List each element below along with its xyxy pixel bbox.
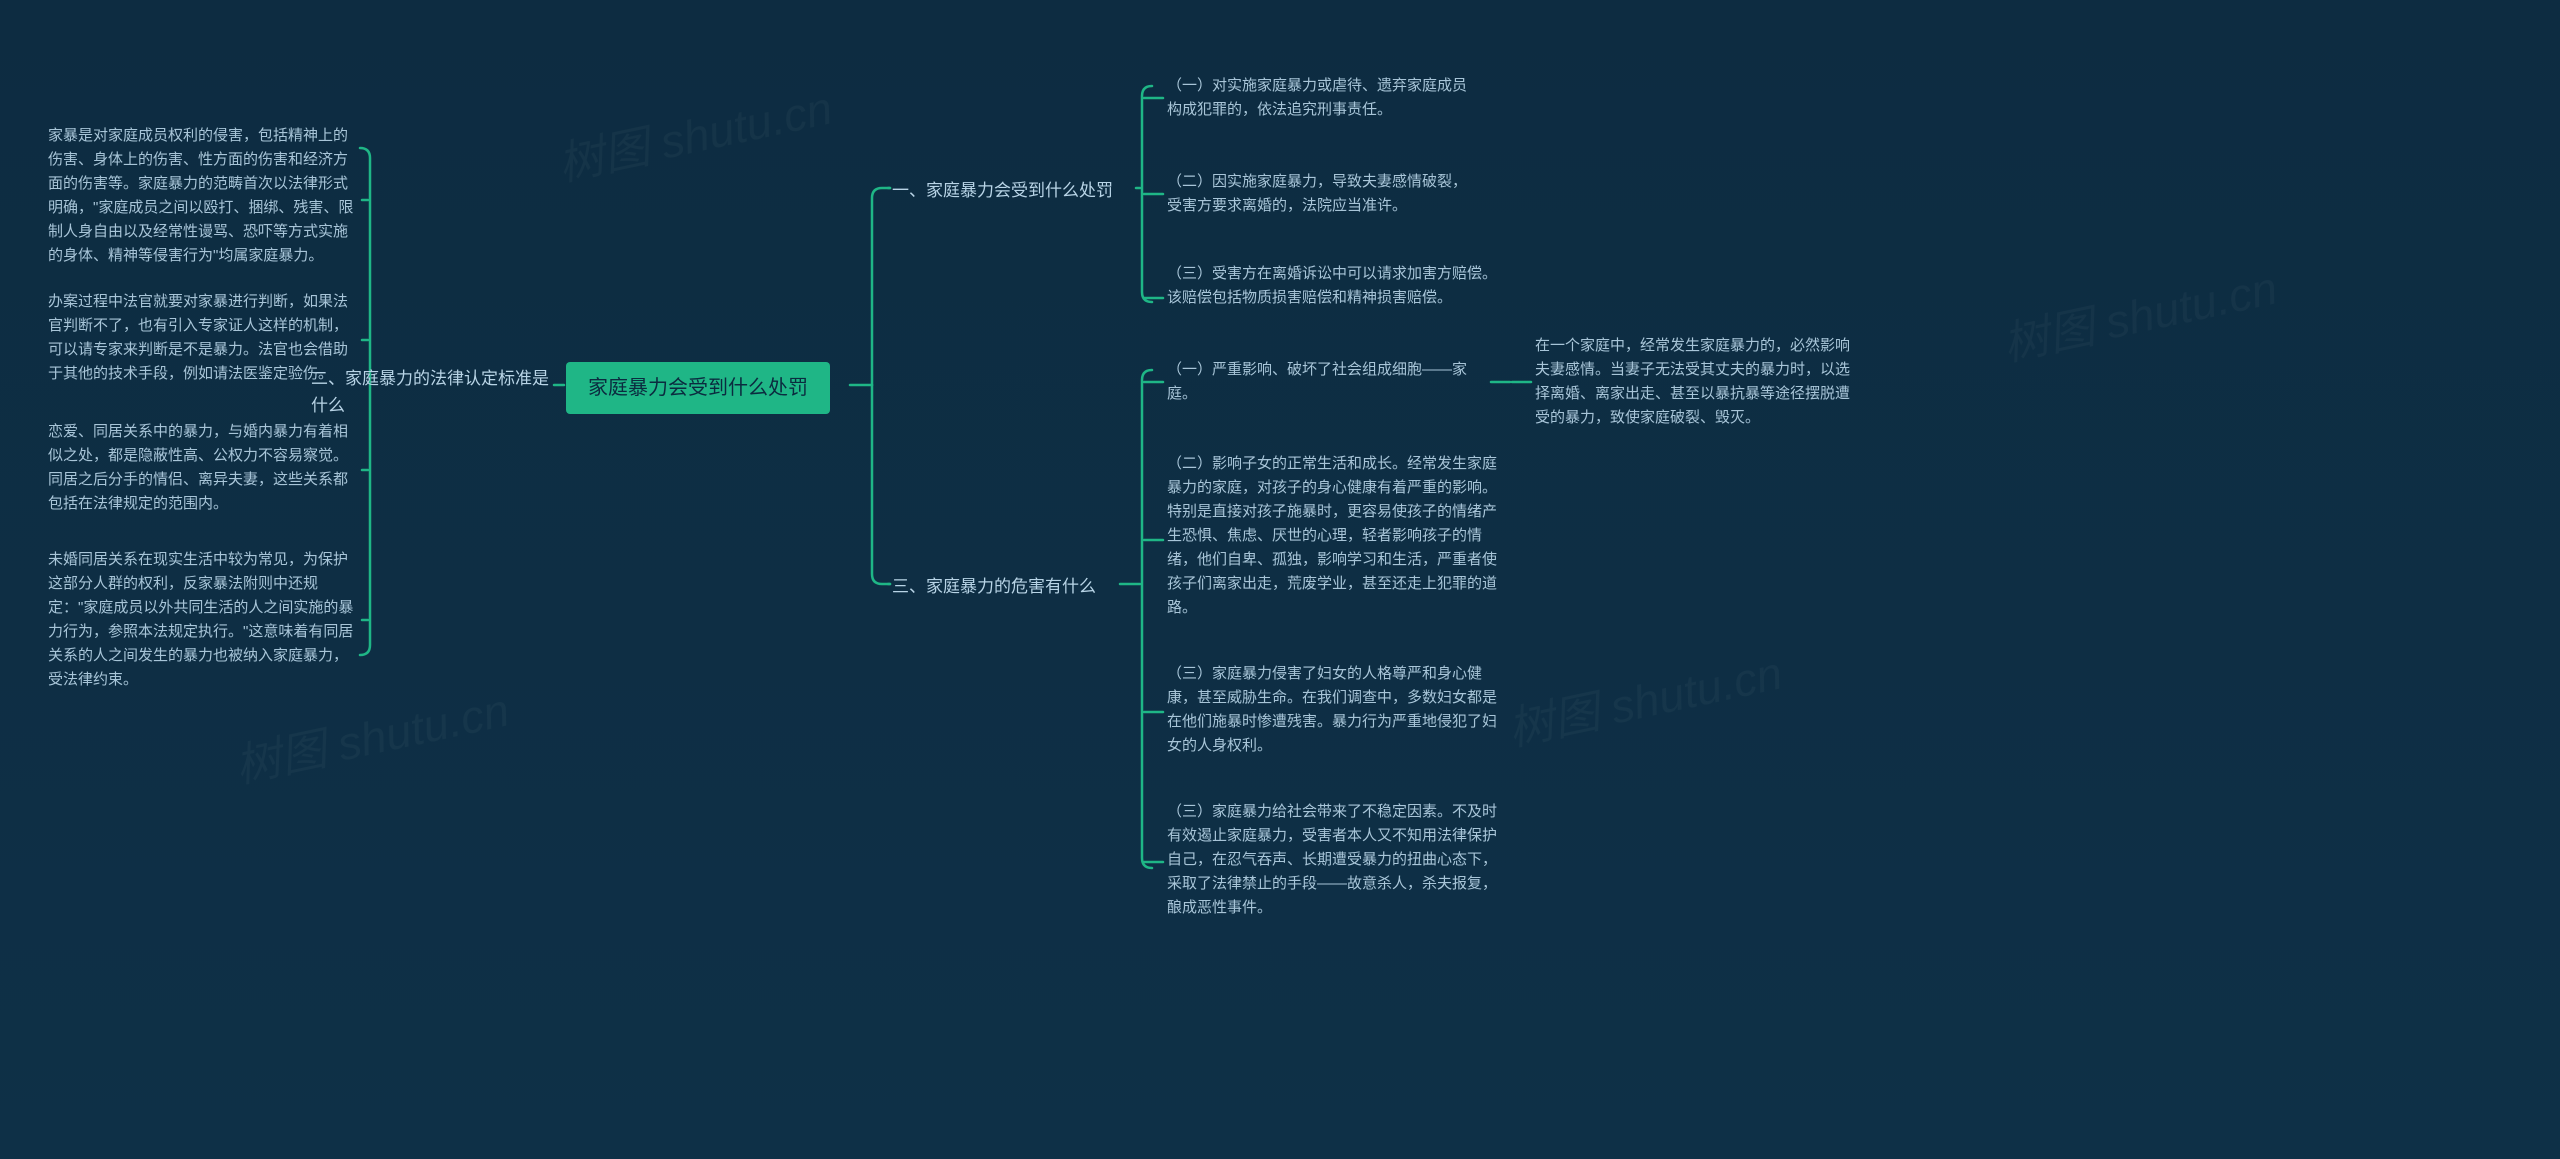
left-leaf: 恋爱、同居关系中的暴力，与婚内暴力有着相似之处，都是隐蔽性高、公权力不容易察觉。… <box>48 420 358 516</box>
watermark-text: 树图 shutu.cn <box>1501 637 1787 760</box>
right-leaf: （二）因实施家庭暴力，导致夫妻感情破裂，受害方要求离婚的，法院应当准许。 <box>1167 170 1477 218</box>
right-leaf: （三）家庭暴力侵害了妇女的人格尊严和身心健康，甚至威胁生命。在我们调查中，多数妇… <box>1167 662 1497 758</box>
watermark-text: 树图 shutu.cn <box>551 72 837 195</box>
right-leaf: （一）对实施家庭暴力或虐待、遗弃家庭成员构成犯罪的，依法追究刑事责任。 <box>1167 74 1477 122</box>
right-subleaf: 在一个家庭中，经常发生家庭暴力的，必然影响夫妻感情。当妻子无法受其丈夫的暴力时，… <box>1535 334 1855 430</box>
watermark-text: 树图 shutu.cn <box>1996 252 2282 375</box>
right-leaf: （二）影响子女的正常生活和成长。经常发生家庭暴力的家庭，对孩子的身心健康有着严重… <box>1167 452 1497 620</box>
center-node: 家庭暴力会受到什么处罚 <box>566 362 830 414</box>
right-branch-label: 三、家庭暴力的危害有什么 <box>892 573 1096 600</box>
right-leaf: （三）受害方在离婚诉讼中可以请求加害方赔偿。该赔偿包括物质损害赔偿和精神损害赔偿… <box>1167 262 1497 310</box>
left-leaf: 办案过程中法官就要对家暴进行判断，如果法官判断不了，也有引入专家证人这样的机制，… <box>48 290 358 386</box>
left-leaf: 家暴是对家庭成员权利的侵害，包括精神上的伤害、身体上的伤害、性方面的伤害和经济方… <box>48 124 358 268</box>
watermark-text: 树图 shutu.cn <box>228 674 514 797</box>
right-leaf: （一）严重影响、破坏了社会组成细胞——家庭。 <box>1167 358 1487 406</box>
center-label: 家庭暴力会受到什么处罚 <box>588 377 808 399</box>
right-leaf: （三）家庭暴力给社会带来了不稳定因素。不及时有效遏止家庭暴力，受害者本人又不知用… <box>1167 800 1497 920</box>
right-branch-label: 一、家庭暴力会受到什么处罚 <box>892 177 1113 204</box>
left-leaf: 未婚同居关系在现实生活中较为常见，为保护这部分人群的权利，反家暴法附则中还规定：… <box>48 548 358 692</box>
